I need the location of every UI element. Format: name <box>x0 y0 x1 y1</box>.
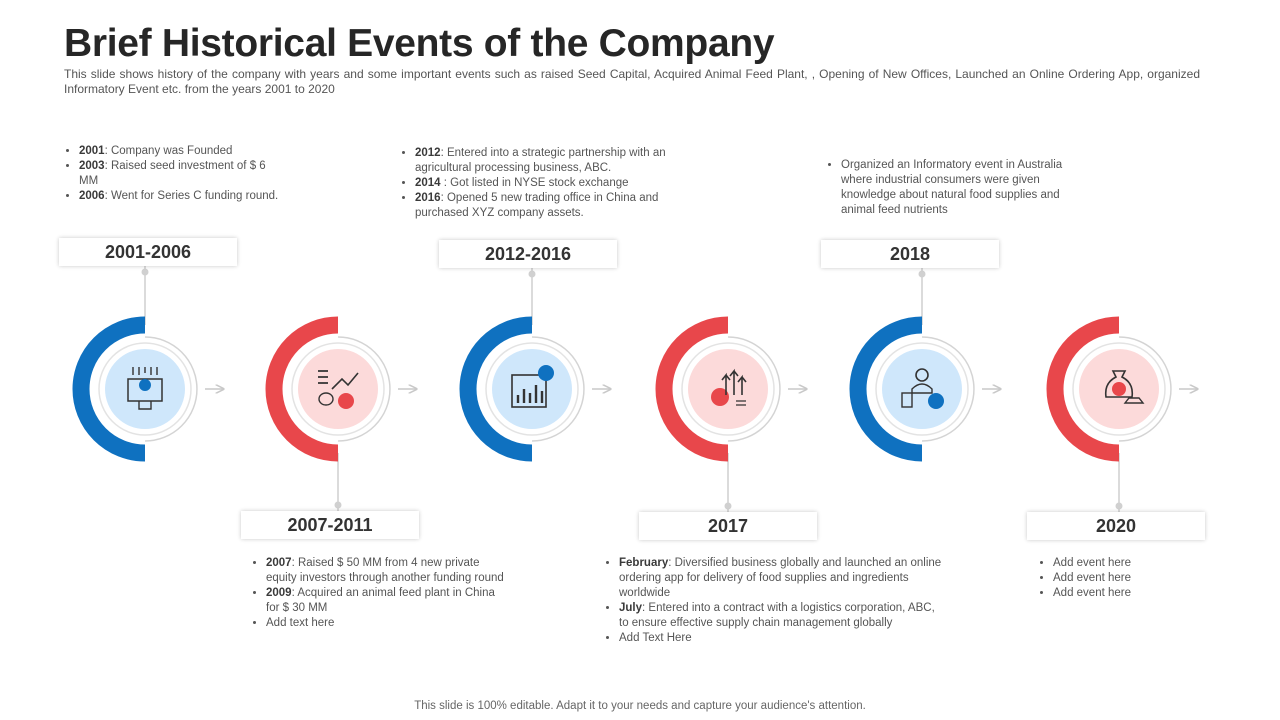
year-box-2012-2016: 2012-2016 <box>439 240 617 268</box>
year-box-2020: 2020 <box>1027 512 1205 540</box>
list-item: Add event here <box>1053 556 1213 571</box>
events-list-2012-2016: 2012: Entered into a strategic partnersh… <box>395 146 715 221</box>
events-list-2018: Organized an Informatory event in Austra… <box>821 158 1091 218</box>
timeline-node-2012-2016 <box>459 268 610 462</box>
business-growth-gear-icon <box>711 368 747 406</box>
financial-report-icon <box>511 365 554 408</box>
list-item: 2012: Entered into a strategic partnersh… <box>415 146 715 176</box>
connector-dot <box>334 501 342 509</box>
events-list-2020: Add event here Add event here Add event … <box>1033 556 1213 601</box>
year-box-2007-2011: 2007-2011 <box>241 511 419 539</box>
informatory-event-presenter-icon <box>901 368 944 409</box>
colored-arc <box>1046 316 1120 462</box>
gray-arc <box>144 336 198 442</box>
timeline-node-2018 <box>849 268 1000 462</box>
inner-circle <box>882 349 962 429</box>
connector-dot <box>724 502 732 510</box>
year-box-2017: 2017 <box>639 512 817 540</box>
events-list-2017: February: Diversified business globally … <box>599 556 944 646</box>
events-list-2007-2011: 2007: Raised $ 50 MM from 4 new private … <box>246 556 511 631</box>
list-item: Add event here <box>1053 586 1213 601</box>
list-item: February: Diversified business globally … <box>619 556 944 601</box>
connector-dot <box>918 270 926 278</box>
money-bag-gold-icon <box>1104 370 1145 404</box>
year-box-2018: 2018 <box>821 240 999 268</box>
list-item: Add text here <box>266 616 511 631</box>
year-box-2001-2006: 2001-2006 <box>59 238 237 266</box>
gray-arc <box>337 336 391 442</box>
page-subtitle: This slide shows history of the company … <box>64 67 1200 96</box>
gray-arc <box>1118 336 1172 442</box>
timeline-node-2020 <box>1046 316 1197 512</box>
colored-arc <box>459 316 533 462</box>
list-item: Add event here <box>1053 571 1213 586</box>
colored-arc <box>265 316 339 462</box>
timeline-node-2017 <box>655 316 806 512</box>
gray-arc <box>921 336 975 442</box>
inner-circle <box>298 349 378 429</box>
footer-note: This slide is 100% editable. Adapt it to… <box>414 700 866 712</box>
list-item: 2007: Raised $ 50 MM from 4 new private … <box>266 556 511 586</box>
gray-arc <box>531 336 585 442</box>
colored-arc <box>849 316 923 462</box>
colored-arc <box>72 316 146 462</box>
inner-circle <box>688 349 768 429</box>
events-list-2001-2006: 2001: Company was Founded 2003: Raised s… <box>59 144 279 204</box>
list-item: 2006: Went for Series C funding round. <box>79 189 279 204</box>
list-item: 2014 : Got listed in NYSE stock exchange <box>415 176 715 191</box>
list-item: July: Entered into a contract with a log… <box>619 601 944 631</box>
list-item: 2009: Acquired an animal feed plant in C… <box>266 586 511 616</box>
connector-dot <box>1115 502 1123 510</box>
investment-funding-icon <box>127 367 163 410</box>
list-item: 2001: Company was Founded <box>79 144 279 159</box>
list-item: 2016: Opened 5 new trading office in Chi… <box>415 191 715 221</box>
list-item: Organized an Informatory event in Austra… <box>841 158 1091 218</box>
timeline-node-2001-2006 <box>72 266 223 462</box>
connector-dot <box>141 268 149 276</box>
list-item: Add Text Here <box>619 631 944 646</box>
gray-arc <box>727 336 781 442</box>
list-item: 2003: Raised seed investment of $ 6 MM <box>79 159 279 189</box>
page-title: Brief Historical Events of the Company <box>64 22 775 65</box>
growth-chart-money-icon <box>318 370 359 409</box>
inner-circle <box>492 349 572 429</box>
connector-dot <box>528 270 536 278</box>
colored-arc <box>655 316 729 462</box>
timeline-node-2007-2011 <box>265 316 416 511</box>
